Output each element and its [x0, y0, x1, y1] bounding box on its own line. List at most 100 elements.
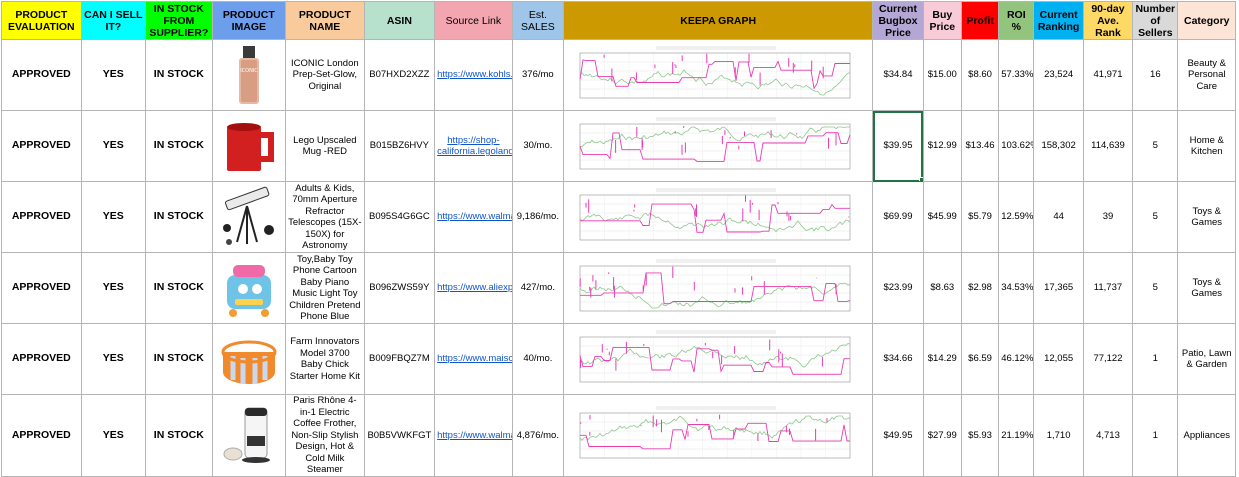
category-cell[interactable]: Toys & Games — [1177, 181, 1236, 253]
source-link[interactable]: https://www.aliexpress.us — [437, 282, 513, 294]
product-image-cell[interactable] — [211, 181, 287, 253]
evaluation-cell[interactable]: APPROVED — [1, 323, 82, 395]
in-stock-cell[interactable]: IN STOCK — [145, 181, 213, 253]
header-cell[interactable]: KEEPA GRAPH — [563, 1, 874, 40]
current-ranking-cell[interactable]: 23,524 — [1033, 39, 1084, 111]
avg-rank-cell[interactable]: 4,713 — [1082, 394, 1134, 477]
bugbox-price-cell[interactable]: $39.95 — [872, 110, 924, 182]
keepa-graph-cell[interactable] — [563, 110, 874, 182]
header-cell[interactable]: Est. SALES — [511, 1, 565, 40]
evaluation-cell[interactable]: APPROVED — [1, 181, 82, 253]
product-name-cell[interactable]: Paris Rhône 4-in-1 Electric Coffee Froth… — [285, 394, 365, 477]
profit-cell[interactable]: $8.60 — [960, 39, 1000, 111]
can-sell-cell[interactable]: YES — [80, 181, 147, 253]
current-ranking-cell[interactable]: 12,055 — [1033, 323, 1084, 395]
can-sell-cell[interactable]: YES — [80, 394, 147, 477]
source-link[interactable]: https://www.walmart.com — [437, 211, 511, 223]
roi-cell[interactable]: 46.12% — [998, 323, 1035, 395]
roi-cell[interactable]: 12.59% — [998, 181, 1035, 253]
current-ranking-cell[interactable]: 1,710 — [1033, 394, 1084, 477]
header-cell[interactable]: CAN I SELL IT? — [80, 1, 147, 40]
in-stock-cell[interactable]: IN STOCK — [145, 323, 213, 395]
asin-cell[interactable]: B095S4G6GC — [363, 181, 436, 253]
avg-rank-cell[interactable]: 77,122 — [1082, 323, 1134, 395]
source-link[interactable]: https://www.walmart.com — [437, 429, 511, 441]
product-image-cell[interactable] — [211, 252, 287, 324]
category-cell[interactable]: Toys & Games — [1177, 252, 1236, 324]
can-sell-cell[interactable]: YES — [80, 39, 147, 111]
profit-cell[interactable]: $5.79 — [960, 181, 1000, 253]
header-cell[interactable]: Number of Sellers — [1132, 1, 1179, 40]
category-cell[interactable]: Home & Kitchen — [1177, 110, 1236, 182]
header-cell[interactable]: IN STOCK FROM SUPPLIER? — [145, 1, 213, 40]
evaluation-cell[interactable]: APPROVED — [1, 394, 82, 477]
keepa-graph-cell[interactable] — [563, 252, 874, 324]
roi-cell[interactable]: 57.33% — [998, 39, 1035, 111]
header-cell[interactable]: Profit — [960, 1, 1000, 40]
can-sell-cell[interactable]: YES — [80, 252, 147, 324]
number-of-sellers-cell[interactable]: 16 — [1132, 39, 1179, 111]
category-cell[interactable]: Appliances — [1177, 394, 1236, 477]
bugbox-price-cell[interactable]: $69.99 — [872, 181, 924, 253]
bugbox-price-cell[interactable]: $49.95 — [872, 394, 924, 477]
source-link-cell[interactable]: https://www.maisontranchand.com — [434, 323, 513, 395]
est-sales-cell[interactable]: 4,876/mo. — [511, 394, 565, 477]
buy-price-cell[interactable]: $12.99 — [922, 110, 962, 182]
fill-handle[interactable] — [918, 177, 923, 181]
header-cell[interactable]: ROI % — [998, 1, 1035, 40]
roi-cell[interactable]: 21.19% — [998, 394, 1035, 477]
in-stock-cell[interactable]: IN STOCK — [145, 394, 213, 477]
header-cell[interactable]: Current Ranking — [1033, 1, 1084, 40]
header-cell[interactable]: ASIN — [363, 1, 436, 40]
avg-rank-cell[interactable]: 41,971 — [1082, 39, 1134, 111]
evaluation-cell[interactable]: APPROVED — [1, 110, 82, 182]
roi-cell[interactable]: 103.62% — [998, 110, 1035, 182]
keepa-graph-cell[interactable] — [563, 394, 874, 477]
category-cell[interactable]: Patio, Lawn & Garden — [1177, 323, 1236, 395]
product-name-cell[interactable]: Toy,Baby Toy Phone Cartoon Baby Piano Mu… — [285, 252, 365, 324]
est-sales-cell[interactable]: 9,186/mo. — [511, 181, 565, 253]
roi-cell[interactable]: 34.53% — [998, 252, 1035, 324]
in-stock-cell[interactable]: IN STOCK — [145, 252, 213, 324]
asin-cell[interactable]: B096ZWS59Y — [363, 252, 436, 324]
buy-price-cell[interactable]: $15.00 — [922, 39, 962, 111]
header-cell[interactable]: PRODUCT IMAGE — [211, 1, 287, 40]
profit-cell[interactable]: $2.98 — [960, 252, 1000, 324]
header-cell[interactable]: Current Bugbox Price — [872, 1, 924, 40]
product-name-cell[interactable]: ICONIC London Prep-Set-Glow, Original — [285, 39, 365, 111]
header-cell[interactable]: PRODUCT EVALUATION — [1, 1, 82, 40]
number-of-sellers-cell[interactable]: 1 — [1132, 394, 1179, 477]
header-cell[interactable]: Category — [1177, 1, 1236, 40]
keepa-graph-cell[interactable] — [563, 323, 874, 395]
in-stock-cell[interactable]: IN STOCK — [145, 110, 213, 182]
category-cell[interactable]: Beauty & Personal Care — [1177, 39, 1236, 111]
header-cell[interactable]: PRODUCT NAME — [285, 1, 365, 40]
header-cell[interactable]: Source Link — [434, 1, 513, 40]
source-link-cell[interactable]: https://shop-california.legoland.com — [434, 110, 513, 182]
number-of-sellers-cell[interactable]: 5 — [1132, 110, 1179, 182]
source-link[interactable]: https://www.kohls.com — [437, 69, 511, 81]
est-sales-cell[interactable]: 30/mo. — [511, 110, 565, 182]
asin-cell[interactable]: B015BZ6HVY — [363, 110, 436, 182]
header-cell[interactable]: Buy Price — [922, 1, 962, 40]
keepa-graph-cell[interactable] — [563, 39, 874, 111]
product-name-cell[interactable]: Lego Upscaled Mug -RED — [285, 110, 365, 182]
source-link[interactable]: https://www.maisontranchand.com — [437, 353, 511, 365]
bugbox-price-cell[interactable]: $34.66 — [872, 323, 924, 395]
number-of-sellers-cell[interactable]: 5 — [1132, 181, 1179, 253]
buy-price-cell[interactable]: $27.99 — [922, 394, 962, 477]
product-image-cell[interactable] — [211, 110, 287, 182]
can-sell-cell[interactable]: YES — [80, 323, 147, 395]
buy-price-cell[interactable]: $45.99 — [922, 181, 962, 253]
source-link-cell[interactable]: https://www.walmart.com — [434, 394, 513, 477]
number-of-sellers-cell[interactable]: 1 — [1132, 323, 1179, 395]
source-link[interactable]: https://shop-california.legoland.com — [437, 134, 511, 158]
product-image-cell[interactable] — [211, 394, 287, 477]
avg-rank-cell[interactable]: 114,639 — [1082, 110, 1134, 182]
can-sell-cell[interactable]: YES — [80, 110, 147, 182]
profit-cell[interactable]: $6.59 — [960, 323, 1000, 395]
asin-cell[interactable]: B0B5VWKFGT — [363, 394, 436, 477]
avg-rank-cell[interactable]: 39 — [1082, 181, 1134, 253]
in-stock-cell[interactable]: IN STOCK — [145, 39, 213, 111]
number-of-sellers-cell[interactable]: 5 — [1132, 252, 1179, 324]
